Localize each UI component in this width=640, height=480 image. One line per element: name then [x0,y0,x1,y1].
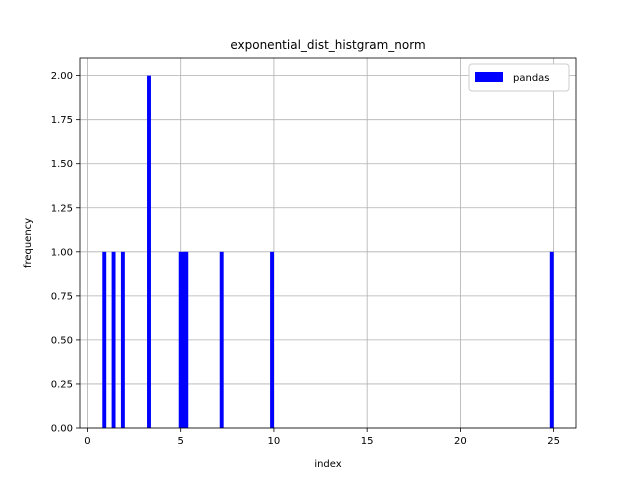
y-tick-label: 1.50 [51,159,73,170]
y-axis-ticks: 0.00 0.25 0.50 0.75 1.00 1.25 1.50 1.75 2.00 [51,71,80,435]
y-tick-label: 2.00 [51,71,73,82]
x-tick-label: 5 [178,436,184,447]
x-tick-label: 0 [84,436,90,447]
x-tick-label: 20 [454,436,467,447]
x-axis-label: index [314,459,341,470]
legend-label: pandas [513,73,550,84]
legend-swatch [475,72,503,82]
bars [102,75,554,428]
histogram-bar [111,251,116,428]
y-tick-label: 1.25 [51,203,73,214]
x-tick-label: 15 [361,436,374,447]
histogram-bar [120,251,125,428]
y-tick-label: 0.25 [51,379,73,390]
legend: pandas [468,63,570,92]
histogram-bar [270,251,275,428]
x-tick-label: 10 [268,436,281,447]
x-tick-label: 25 [547,436,560,447]
histogram-bar [147,75,151,428]
grid [80,58,576,429]
y-tick-label: 0.75 [51,291,73,302]
y-tick-label: 1.75 [51,115,73,126]
y-axis-label: frequency [23,218,34,268]
histogram-bar [102,251,107,428]
histogram-bar [219,251,224,428]
histogram-bar [184,251,189,428]
chart-title: exponential_dist_histgram_norm [230,38,425,52]
y-tick-label: 0.50 [51,335,73,346]
plot-frame [79,57,577,429]
legend-frame [468,63,570,92]
y-tick-label: 1.00 [51,247,73,258]
y-tick-label: 0.00 [51,424,73,435]
histogram-bar [549,251,554,428]
histogram-bar [178,251,183,428]
x-axis-ticks: 0 5 10 15 20 25 [84,428,560,447]
